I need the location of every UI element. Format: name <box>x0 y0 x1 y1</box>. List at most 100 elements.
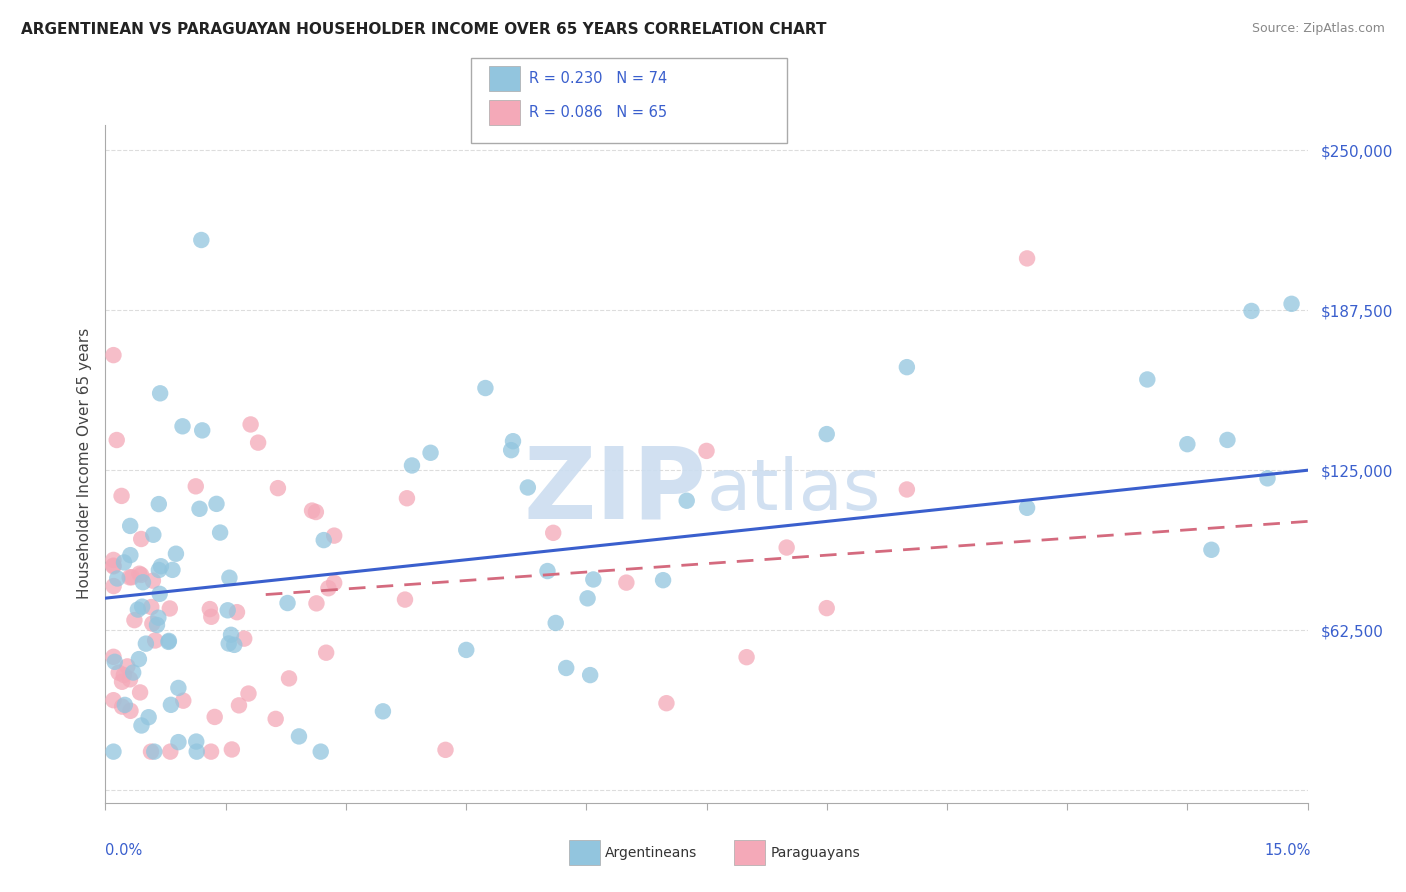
Point <box>301 503 323 517</box>
Point <box>105 572 128 586</box>
Point <box>124 613 146 627</box>
Point <box>200 609 222 624</box>
Point <box>312 533 335 547</box>
Point <box>502 434 524 449</box>
Point <box>204 710 226 724</box>
Point <box>776 541 799 555</box>
Point <box>120 704 142 718</box>
Point <box>103 579 125 593</box>
Point <box>103 649 125 664</box>
Point <box>219 628 242 642</box>
Point <box>238 687 260 701</box>
Point <box>735 650 758 665</box>
Point <box>112 668 135 682</box>
Point <box>114 698 136 712</box>
Point <box>655 696 678 710</box>
Point <box>456 643 478 657</box>
Point <box>267 481 290 495</box>
Point <box>172 694 194 708</box>
Point <box>167 735 190 749</box>
Point <box>1177 437 1199 451</box>
Point <box>616 575 638 590</box>
Point <box>141 600 163 615</box>
Point <box>1136 372 1159 386</box>
Point <box>536 564 558 578</box>
Point <box>371 704 394 718</box>
Point <box>121 570 143 584</box>
Point <box>896 360 918 375</box>
Point <box>233 632 256 646</box>
Text: Argentineans: Argentineans <box>605 846 697 860</box>
Point <box>323 528 346 542</box>
Point <box>142 574 165 588</box>
Point <box>118 673 141 687</box>
Point <box>148 497 170 511</box>
Point <box>172 419 194 434</box>
Point <box>157 633 180 648</box>
Point <box>544 615 567 630</box>
Point <box>103 558 125 573</box>
Point <box>138 710 160 724</box>
Point <box>186 745 208 759</box>
Point <box>139 745 162 759</box>
Point <box>135 637 157 651</box>
Point <box>117 659 139 673</box>
Point <box>162 563 184 577</box>
Point <box>131 718 153 732</box>
Point <box>198 602 221 616</box>
Text: Paraguayans: Paraguayans <box>770 846 860 860</box>
Point <box>165 547 187 561</box>
Point <box>1240 304 1263 318</box>
Point <box>111 699 134 714</box>
Point <box>277 596 299 610</box>
Point <box>675 493 697 508</box>
Point <box>582 573 605 587</box>
Text: R = 0.086   N = 65: R = 0.086 N = 65 <box>529 104 666 120</box>
Point <box>149 386 172 401</box>
Text: ARGENTINEAN VS PARAGUAYAN HOUSEHOLDER INCOME OVER 65 YEARS CORRELATION CHART: ARGENTINEAN VS PARAGUAYAN HOUSEHOLDER IN… <box>21 22 827 37</box>
Point <box>541 525 564 540</box>
Point <box>149 587 172 601</box>
Point <box>190 233 212 247</box>
Point <box>184 479 207 493</box>
Point <box>146 618 169 632</box>
Point <box>141 616 163 631</box>
Point <box>228 698 250 713</box>
Point <box>309 745 332 759</box>
Text: 0.0%: 0.0% <box>105 843 142 858</box>
Text: ZIP: ZIP <box>523 442 707 540</box>
Point <box>815 427 838 442</box>
Point <box>323 575 346 590</box>
Point <box>1017 500 1039 515</box>
Point <box>167 681 190 695</box>
Text: 15.0%: 15.0% <box>1264 843 1310 858</box>
Text: R = 0.230   N = 74: R = 0.230 N = 74 <box>529 71 666 87</box>
Point <box>318 581 340 595</box>
Point <box>103 559 125 574</box>
Point <box>264 712 287 726</box>
Point <box>218 636 240 650</box>
Point <box>315 646 337 660</box>
Point <box>131 599 153 614</box>
Point <box>120 519 142 533</box>
Point <box>209 525 232 540</box>
Point <box>159 745 181 759</box>
Point <box>305 596 328 610</box>
Point <box>149 559 172 574</box>
Point <box>103 745 125 759</box>
Point <box>143 633 166 648</box>
Point <box>474 381 496 395</box>
Point <box>103 348 125 362</box>
Point <box>120 548 142 562</box>
Point <box>579 668 602 682</box>
Point <box>395 491 418 506</box>
Y-axis label: Householder Income Over 65 years: Householder Income Over 65 years <box>76 328 91 599</box>
Point <box>159 601 181 615</box>
Point <box>419 446 441 460</box>
Point <box>1216 433 1239 447</box>
Point <box>278 672 301 686</box>
Point <box>218 571 240 585</box>
Point <box>239 417 262 432</box>
Point <box>576 591 599 606</box>
Point <box>226 605 249 619</box>
